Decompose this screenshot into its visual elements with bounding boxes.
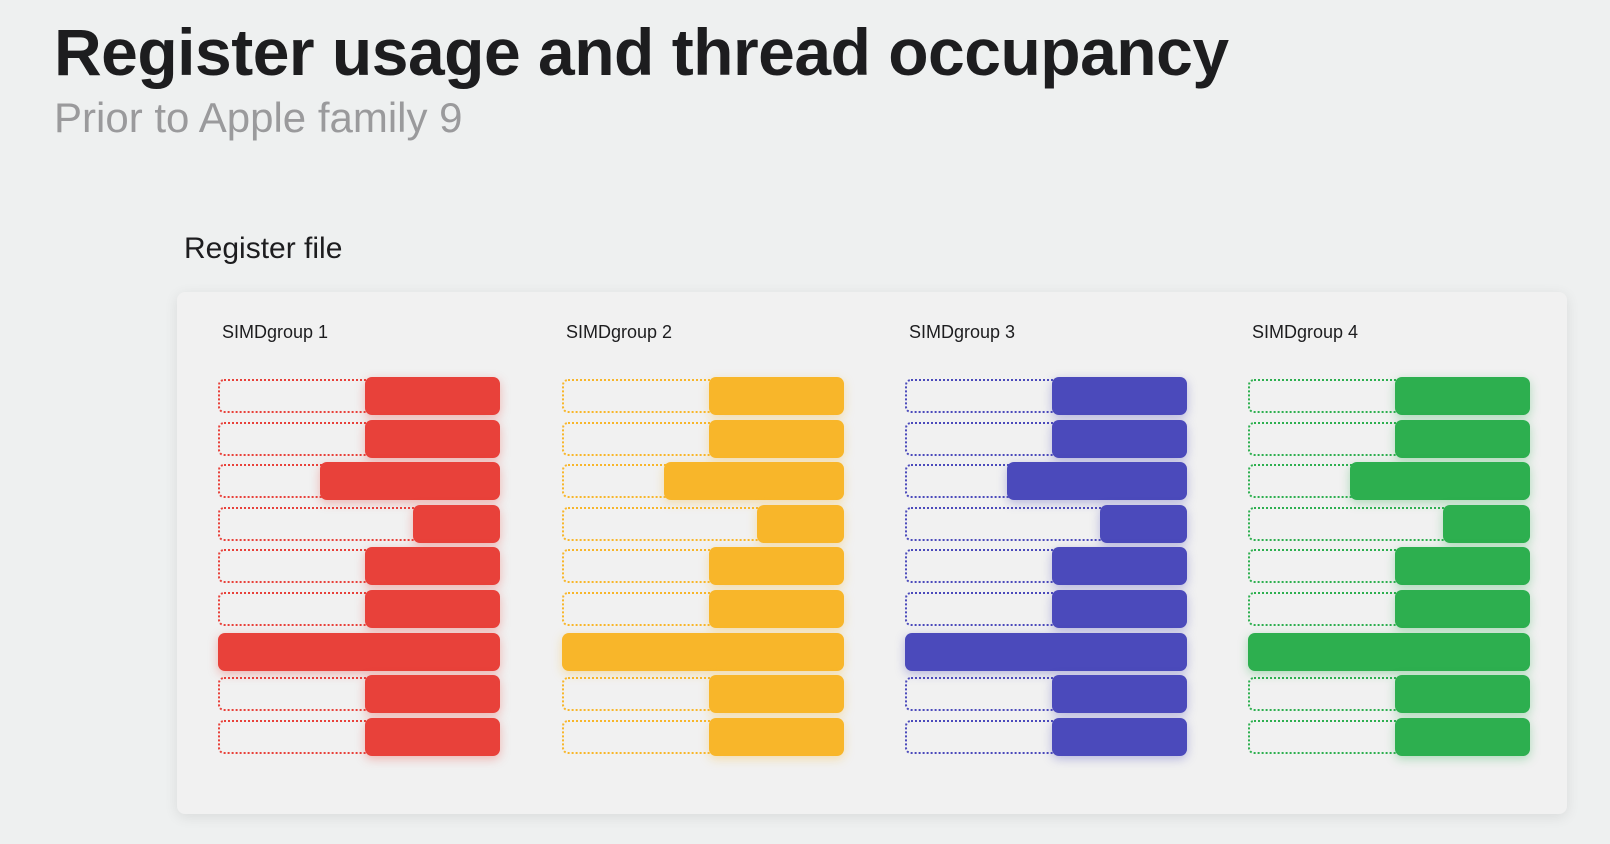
register-usage-bar [1395,717,1530,756]
register-usage-bar [365,717,500,756]
register-lane [562,717,844,756]
register-usage-bar [365,675,500,714]
register-lane [1248,462,1530,501]
register-lane [905,462,1187,501]
register-lane [218,590,500,628]
register-usage-bar [1395,419,1530,458]
register-lane [905,632,1187,671]
slide-title: Register usage and thread occupancy [54,15,1229,89]
register-usage-bar [757,504,844,543]
register-usage-bar [664,462,844,501]
register-lane [905,504,1187,543]
register-lane [218,717,500,756]
register-file-panel: SIMDgroup 1 SIMDgroup 2 SIMDgroup 3 SIMD… [177,292,1567,814]
register-lane [562,462,844,501]
register-lane [1248,590,1530,628]
simdgroup-label: SIMDgroup 3 [909,322,1016,342]
register-lane [562,504,844,543]
register-lane [218,675,500,714]
register-lane [562,632,844,671]
register-usage-bar [1395,547,1530,586]
register-lane [218,504,500,543]
simdgroup-3: SIMDgroup 3 [905,292,1189,814]
register-lane [218,462,500,501]
register-lane [1248,377,1530,415]
simdgroup-1: SIMDgroup 1 [218,292,502,814]
register-usage-bar [709,590,844,628]
register-usage-bar [709,377,844,415]
register-lane [218,419,500,458]
register-lane [1248,675,1530,714]
register-lane [562,377,844,415]
register-usage-bar [905,632,1187,671]
register-usage-bar [709,717,844,756]
register-lane [905,717,1187,756]
register-usage-bar [1248,632,1530,671]
register-lane [562,547,844,586]
register-usage-bar [218,632,500,671]
register-lane [562,419,844,458]
register-usage-bar [1052,377,1187,415]
register-usage-bar [1052,590,1187,628]
register-usage-bar [1100,504,1187,543]
register-usage-bar [562,632,844,671]
register-lane [905,675,1187,714]
register-lane [1248,547,1530,586]
register-usage-bar [365,419,500,458]
register-lane [905,419,1187,458]
register-usage-bar [1395,590,1530,628]
register-usage-bar [320,462,500,501]
register-usage-bar [365,590,500,628]
register-lane [905,590,1187,628]
register-lane [1248,632,1530,671]
register-lane [218,377,500,415]
register-lane [1248,717,1530,756]
simdgroup-4: SIMDgroup 4 [1248,292,1532,814]
register-usage-bar [1052,675,1187,714]
register-lane [562,675,844,714]
simdgroup-2: SIMDgroup 2 [562,292,846,814]
register-lane [905,547,1187,586]
register-usage-bar [1395,377,1530,415]
register-lane [562,590,844,628]
register-usage-bar [709,675,844,714]
register-usage-bar [709,547,844,586]
register-usage-bar [1052,419,1187,458]
register-usage-bar [1350,462,1530,501]
register-usage-bar [413,504,500,543]
register-usage-bar [1007,462,1187,501]
register-lane [218,547,500,586]
register-file-label: Register file [184,232,343,265]
register-lane [218,632,500,671]
register-usage-bar [1443,504,1530,543]
register-lane [1248,419,1530,458]
register-usage-bar [365,377,500,415]
simdgroup-label: SIMDgroup 1 [222,322,329,342]
register-usage-bar [709,419,844,458]
register-usage-bar [1052,547,1187,586]
slide-subtitle: Prior to Apple family 9 [54,94,463,141]
register-usage-bar [1052,717,1187,756]
register-lane [905,377,1187,415]
simdgroup-label: SIMDgroup 4 [1252,322,1359,342]
simdgroup-label: SIMDgroup 2 [566,322,673,342]
register-usage-bar [1395,675,1530,714]
register-usage-bar [365,547,500,586]
register-lane [1248,504,1530,543]
